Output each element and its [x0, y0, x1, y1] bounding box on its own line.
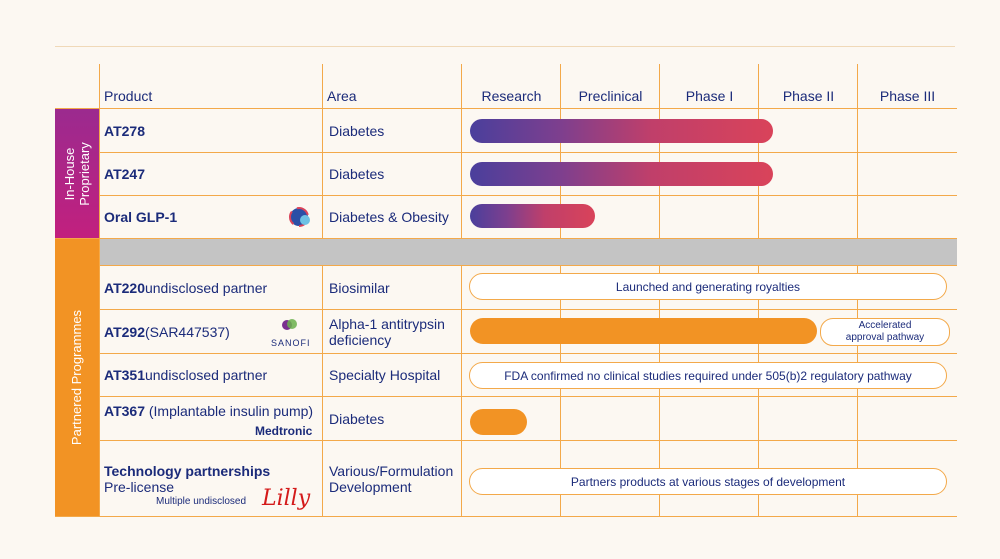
grid-hline-5: [99, 309, 957, 310]
row-at367-bar: [470, 409, 527, 435]
row-at278-product: AT278: [104, 122, 145, 139]
grid-hline-4: [99, 265, 957, 266]
row-at247-area: Diabetes: [329, 165, 385, 182]
lilly-logo-text: Lilly: [262, 486, 311, 511]
row-at247-product: AT247: [104, 165, 145, 182]
row-at247-bar: [470, 162, 773, 186]
grid-hline-1: [99, 152, 957, 153]
row-at292-product: AT292 (SAR447537): [104, 323, 230, 340]
row-tech-undisclosed: Multiple undisclosed: [156, 496, 247, 507]
grid-vline-research: [461, 64, 462, 516]
grid-vline-area: [322, 64, 323, 516]
row-at278-area: Diabetes: [329, 122, 385, 139]
grid-hline-2: [99, 195, 957, 196]
grid-vline-product: [99, 64, 100, 516]
row-tech-area: Various/Formulation Development: [329, 463, 454, 495]
row-oral-glp1-bar: [470, 204, 595, 228]
grid-hline-7: [99, 396, 957, 397]
globe-logo-icon: [289, 207, 310, 227]
row-at220-area: Biosimilar: [329, 279, 390, 296]
row-at351-status: FDA confirmed no clinical studies requir…: [469, 362, 947, 389]
sanofi-logo-icon: [282, 319, 297, 330]
row-at220-status: Launched and generating royalties: [469, 273, 947, 300]
row-tech-product: Technology partnerships Pre-license: [104, 463, 271, 495]
header-area: Area: [327, 88, 357, 104]
row-at220-product: AT220 undisclosed partner: [104, 279, 268, 296]
row-at278-bar: [470, 119, 773, 143]
header-phase-1: Phase I: [685, 88, 734, 104]
header-research: Research: [481, 88, 542, 104]
grid-hline-header: [55, 108, 957, 109]
group-partnered: Partnered Programmes: [55, 238, 99, 516]
row-oral-glp1-product: Oral GLP-1: [104, 208, 178, 225]
medtronic-logo-text: Medtronic: [255, 424, 313, 438]
top-rule: [55, 46, 955, 47]
row-at351-product: AT351 undisclosed partner: [104, 367, 268, 383]
group-in-house: In-House Proprietary: [55, 109, 99, 238]
sanofi-logo-text: SANOFI: [271, 338, 311, 348]
row-at351-area: Specialty Hospital: [329, 367, 441, 383]
header-preclinical: Preclinical: [578, 88, 643, 104]
row-at367-area: Diabetes: [329, 410, 385, 427]
row-at367-product: AT367 (Implantable insulin pump): [104, 403, 314, 419]
grid-hline-bottom: [55, 516, 957, 517]
group-in-house-line1: In-House: [62, 147, 78, 200]
header-phase-2: Phase II: [782, 88, 835, 104]
row-oral-glp1-area: Diabetes & Obesity: [329, 208, 449, 225]
section-separator: [100, 239, 957, 265]
grid-hline-6: [99, 353, 957, 354]
row-at292-bar: [470, 318, 817, 344]
row-tech-status: Partners products at various stages of d…: [469, 468, 947, 495]
grid-hline-3: [55, 238, 957, 239]
group-in-house-line2: Proprietary: [77, 141, 93, 206]
row-at292-note: Accelerated approval pathway: [820, 318, 950, 346]
row-at292-area: Alpha-1 antitrypsin deficiency: [329, 316, 445, 348]
header-product: Product: [104, 88, 153, 104]
group-partnered-label: Partnered Programmes: [69, 309, 85, 445]
header-phase-3: Phase III: [879, 88, 936, 104]
grid-hline-8: [99, 440, 957, 441]
